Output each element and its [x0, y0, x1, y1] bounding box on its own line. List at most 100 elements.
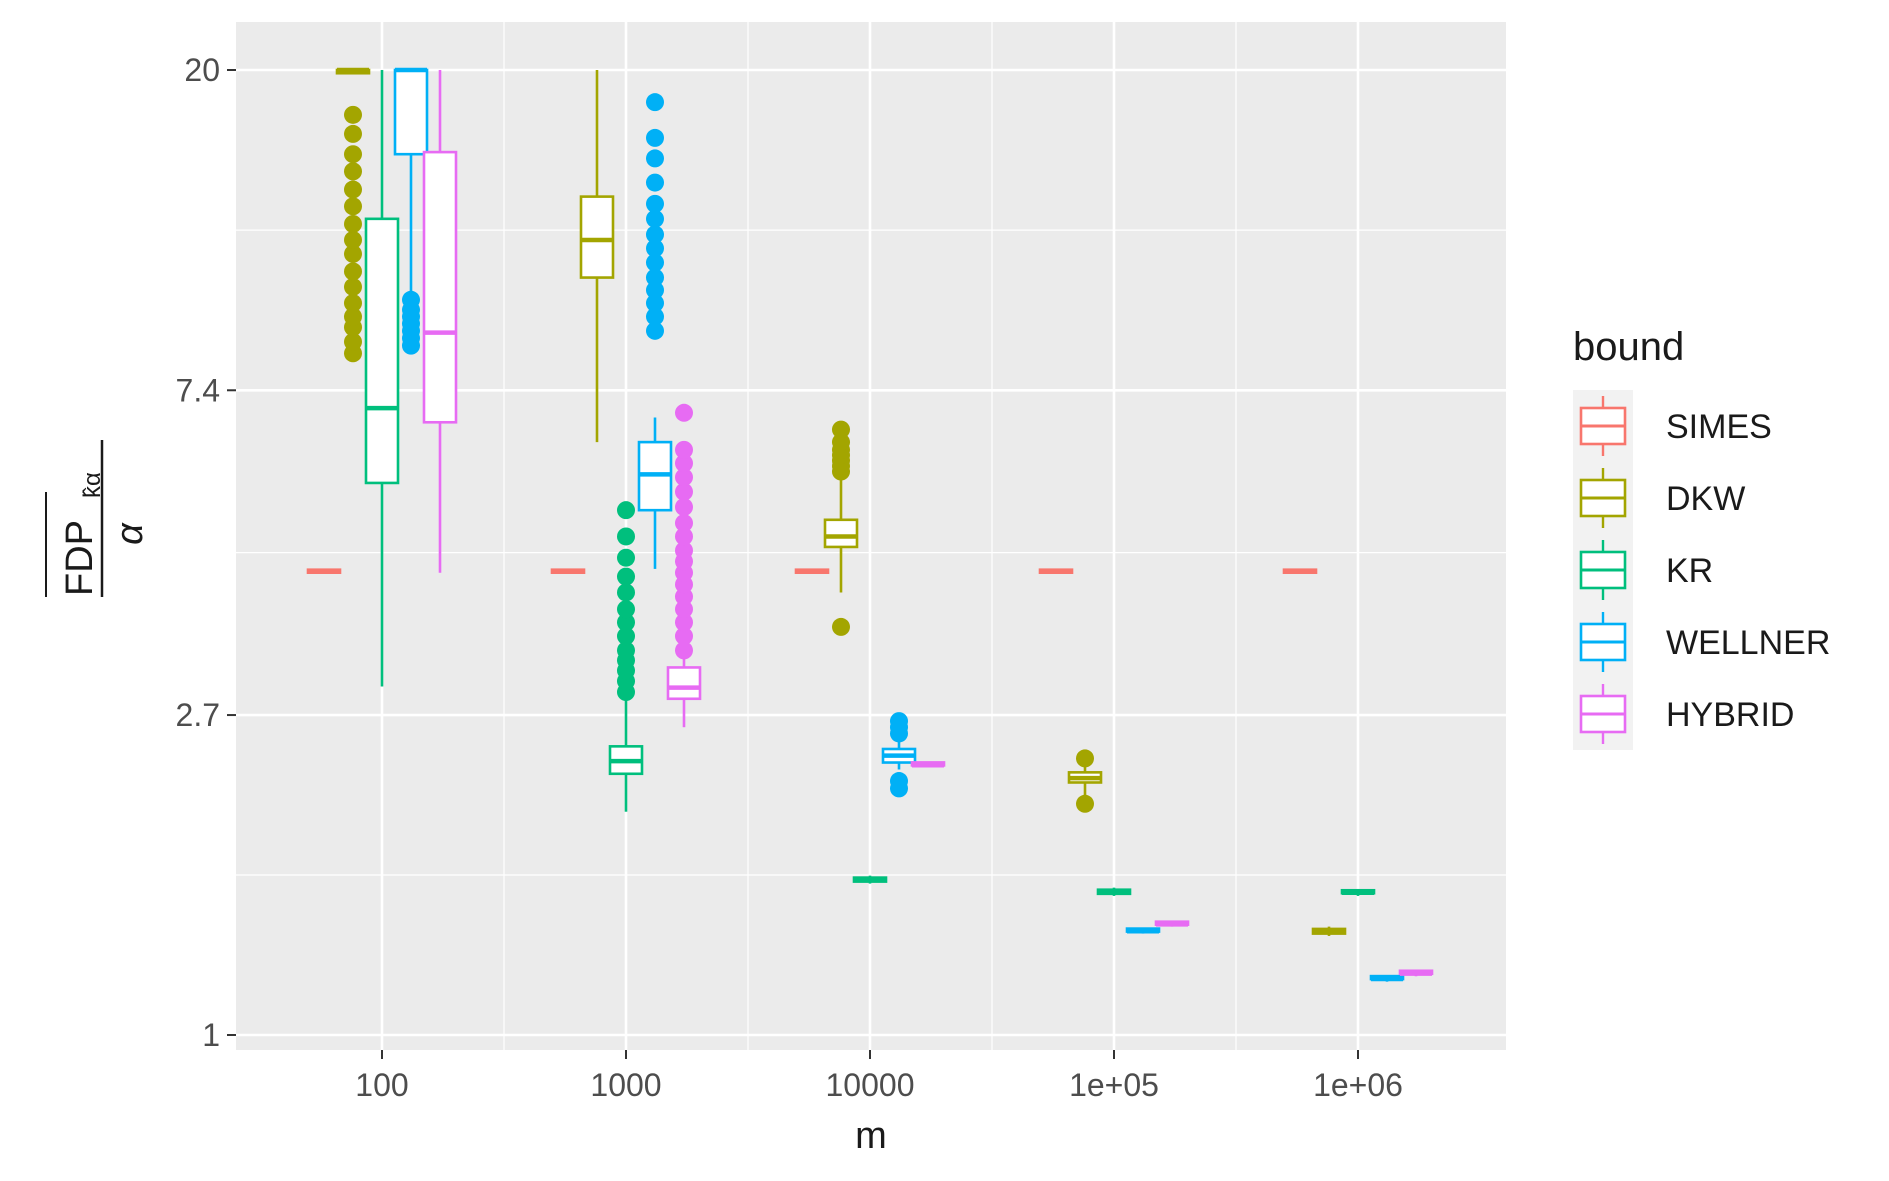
outlier-point — [1076, 794, 1094, 813]
box-hybrid — [1398, 969, 1434, 977]
y-axis-title-denominator: α — [109, 522, 151, 545]
legend-label: KR — [1666, 552, 1713, 590]
outlier-point — [890, 712, 908, 731]
y-tick-label: 2.7 — [176, 697, 220, 733]
outlier-point — [344, 230, 362, 249]
outlier-point — [675, 541, 693, 560]
outlier-point — [646, 239, 664, 258]
legend-item-dkw: DKW — [1573, 462, 1745, 534]
box-simes — [1038, 568, 1074, 574]
outlier-point — [646, 93, 664, 112]
y-tick-label: 1 — [202, 1017, 220, 1053]
legend-item-wellner: WELLNER — [1573, 606, 1830, 678]
box-kr — [852, 875, 888, 884]
outlier-point — [344, 332, 362, 351]
box-series — [306, 67, 1434, 982]
box-iqr — [422, 150, 458, 424]
outlier-point — [344, 277, 362, 296]
x-axis-title: m — [855, 1115, 887, 1157]
box-hybrid — [666, 403, 702, 728]
box-kr — [608, 501, 644, 812]
box-kr — [1340, 888, 1376, 896]
outlier-point — [617, 641, 635, 660]
outlier-point — [832, 433, 850, 452]
outlier-point — [617, 600, 635, 619]
box-simes — [1282, 568, 1318, 574]
outlier-point — [646, 307, 664, 326]
legend-label: SIMES — [1666, 408, 1772, 446]
box-kr — [1096, 887, 1132, 896]
outlier-point — [890, 772, 908, 791]
outlier-point — [344, 197, 362, 216]
box-dkw — [579, 70, 615, 443]
outlier-point — [344, 262, 362, 281]
outlier-point — [675, 514, 693, 533]
series-hybrid — [422, 70, 1434, 977]
x-tick-label: 100 — [355, 1067, 408, 1103]
outlier-point — [675, 482, 693, 501]
box-dkw — [335, 67, 371, 363]
outlier-point — [344, 145, 362, 164]
outlier-point — [646, 209, 664, 228]
outlier-point — [646, 294, 664, 313]
outlier-point — [675, 440, 693, 459]
outlier-point — [344, 294, 362, 313]
box-iqr — [823, 518, 859, 549]
legend-item-hybrid: HYBRID — [1573, 678, 1794, 750]
outlier-point — [344, 214, 362, 233]
outlier-point — [617, 583, 635, 602]
outlier-point — [675, 498, 693, 517]
outlier-point — [832, 420, 850, 439]
y-tick-label: 7.4 — [176, 372, 220, 408]
box-wellner — [1125, 927, 1161, 934]
outlier-point — [646, 128, 664, 147]
outlier-point — [646, 253, 664, 272]
outlier-point — [617, 613, 635, 632]
box-wellner — [393, 67, 429, 355]
outlier-point — [344, 307, 362, 326]
box-hybrid — [422, 70, 458, 573]
outlier-point — [344, 244, 362, 263]
box-iqr — [579, 195, 615, 279]
outlier-point — [832, 617, 850, 636]
outlier-point — [675, 627, 693, 646]
legend-title: bound — [1573, 325, 1684, 369]
box-wellner — [637, 93, 673, 569]
outlier-point — [675, 454, 693, 473]
legend: bound SIMES DKW KR WELLNER HYBRID — [1573, 325, 1830, 750]
box-hybrid — [1154, 920, 1190, 927]
series-simes — [306, 568, 1318, 574]
outlier-point — [646, 225, 664, 244]
outlier-point — [675, 641, 693, 660]
outlier-point — [617, 501, 635, 520]
outlier-point — [344, 124, 362, 143]
series-dkw — [335, 67, 1347, 936]
box-wellner — [1369, 974, 1405, 982]
outlier-point — [675, 527, 693, 546]
y-axis-title-numerator: FDP — [59, 520, 101, 596]
outlier-point — [646, 268, 664, 287]
outlier-point — [402, 290, 420, 309]
outlier-point — [344, 180, 362, 199]
box-simes — [306, 568, 342, 574]
y-tick-label: 20 — [184, 52, 220, 88]
y-axis-title: FDP k̂α α — [45, 440, 151, 597]
box-hybrid — [910, 761, 946, 768]
x-tick-label: 10000 — [826, 1067, 915, 1103]
box-iqr — [364, 217, 400, 485]
legend-label: WELLNER — [1666, 624, 1830, 662]
legend-item-simes: SIMES — [1573, 390, 1772, 462]
outlier-point — [617, 527, 635, 546]
box-kr — [364, 70, 400, 687]
outlier-point — [344, 162, 362, 181]
outlier-point — [617, 567, 635, 586]
x-tick-label: 1e+06 — [1313, 1067, 1403, 1103]
legend-items: SIMES DKW KR WELLNER HYBRID — [1573, 390, 1830, 750]
axes: 1 2.7 7.4 20 100 1000 10000 1e+05 1e+06 — [176, 52, 1403, 1103]
box-wellner — [881, 712, 917, 798]
outlier-point — [617, 548, 635, 567]
box-dkw — [1311, 926, 1347, 936]
outlier-point — [675, 600, 693, 619]
outlier-point — [646, 321, 664, 340]
outlier-point — [344, 105, 362, 124]
